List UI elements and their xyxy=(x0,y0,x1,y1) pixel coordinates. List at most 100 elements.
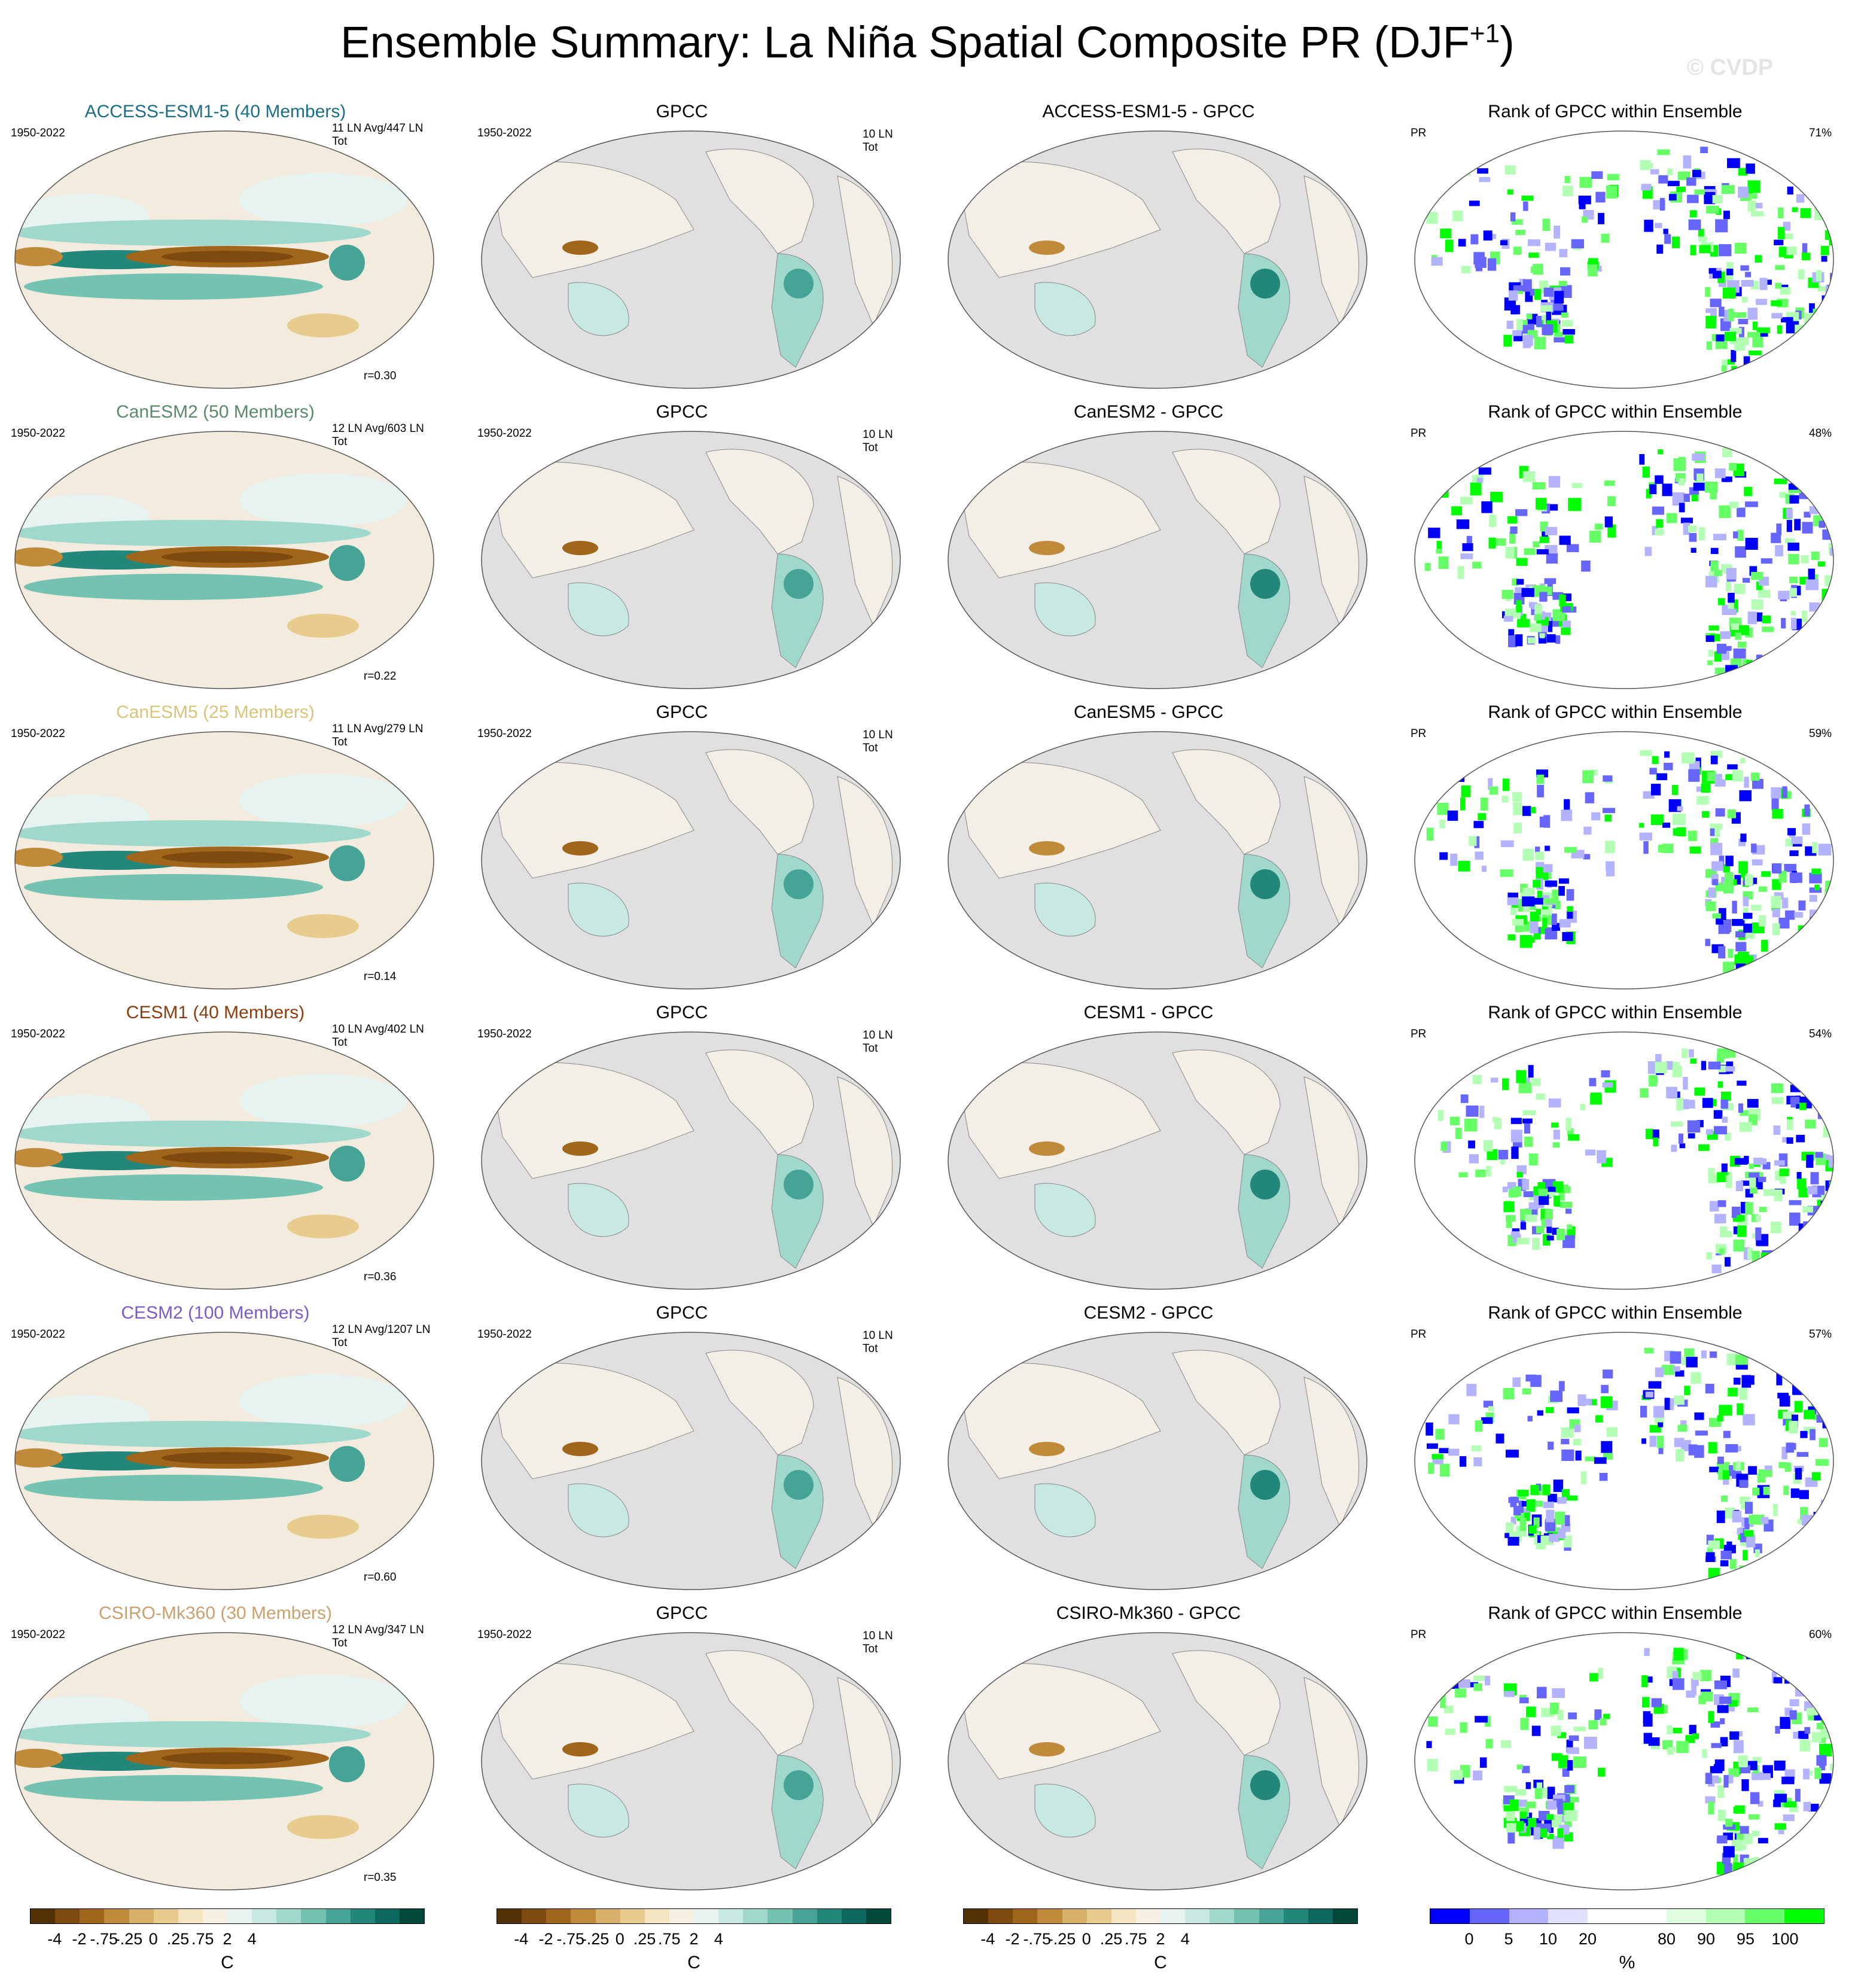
rank-panel: Rank of GPCC within Ensemble PR 48% xyxy=(1400,402,1834,701)
period-label: 1950-2022 xyxy=(477,127,532,139)
obs-panel: GPCC 1950-2022 10 LN Tot xyxy=(467,702,901,1001)
period-label: 1950-2022 xyxy=(477,1328,532,1341)
colorbar-tick-label: 2 xyxy=(1156,1930,1165,1948)
variable-label: PR xyxy=(1411,427,1427,440)
colorbar-swatches xyxy=(1430,1908,1824,1924)
colorbar-swatch xyxy=(792,1909,817,1923)
period-label: 1950-2022 xyxy=(11,427,65,440)
obs-title: GPCC xyxy=(656,102,708,121)
rank-panel: Rank of GPCC within Ensemble PR 59% xyxy=(1400,702,1834,1001)
colorbar-unit: C xyxy=(221,1953,234,1972)
diff-panel: CESM1 - GPCC xyxy=(933,1003,1367,1302)
colorbar-tick-label: .25 xyxy=(633,1930,656,1948)
obs-map xyxy=(481,1031,901,1290)
colorbar-swatch xyxy=(595,1909,620,1923)
colorbar-swatch xyxy=(1259,1909,1284,1923)
colorbar: 0 5 10 20 80 90 95 100% xyxy=(1430,1908,1824,1980)
colorbar-swatch xyxy=(1784,1909,1824,1923)
colorbar-swatch xyxy=(31,1909,56,1923)
colorbar: -4 -2 -.75 -.25 0 .25.75 2 4 C xyxy=(30,1908,425,1980)
ln-count-label: 11 LN Avg/447 LN Tot xyxy=(332,122,424,148)
period-label: 1950-2022 xyxy=(11,1028,65,1040)
model-map xyxy=(14,431,434,689)
model-map xyxy=(14,1031,434,1290)
ln-count-label: 10 LN Tot xyxy=(863,428,893,454)
colorbar-swatches xyxy=(963,1908,1358,1924)
obs-panel: GPCC 1950-2022 10 LN Tot xyxy=(467,1003,901,1302)
rank-panel: Rank of GPCC within Ensemble PR 60% xyxy=(1400,1603,1834,1902)
model-panel: CanESM5 (25 Members) 1950-2022 11 LN Avg/2… xyxy=(0,702,434,1001)
colorbar-tick-label: -4 xyxy=(980,1930,995,1948)
colorbar-swatch xyxy=(1135,1909,1160,1923)
colorbar-swatch xyxy=(1210,1909,1235,1923)
period-label: 1950-2022 xyxy=(11,127,65,139)
diff-panel: ACCESS-ESM1-5 - GPCC xyxy=(933,102,1367,401)
colorbar-swatch xyxy=(202,1909,227,1923)
diff-title: CanESM2 - GPCC xyxy=(1073,402,1224,422)
colorbar-tick-label: 2 xyxy=(223,1930,232,1948)
period-label: 1950-2022 xyxy=(477,1628,532,1641)
obs-map xyxy=(481,1332,901,1590)
colorbar-tick-label: -2 xyxy=(72,1930,87,1948)
figure-row: ACCESS-ESM1-5 (40 Members) 1950-2022 11 LN… xyxy=(0,102,1855,401)
rank-title: Rank of GPCC within Ensemble xyxy=(1488,402,1743,422)
rank-percent: 54% xyxy=(1809,1028,1832,1040)
colorbar-swatch xyxy=(80,1909,105,1923)
colorbar-unit: % xyxy=(1619,1953,1635,1972)
colorbar-tick-label: 4 xyxy=(1180,1930,1190,1948)
colorbar-tick-label: 20 xyxy=(1578,1930,1597,1948)
colorbar-swatch xyxy=(866,1909,891,1923)
model-map xyxy=(14,1632,434,1890)
colorbar-tick-label: -.75 xyxy=(90,1930,118,1948)
rank-map xyxy=(1414,1632,1834,1890)
figure-row: CESM1 (40 Members) 1950-2022 10 LN Avg/402… xyxy=(0,1003,1855,1302)
variable-label: PR xyxy=(1411,1028,1427,1040)
period-label: 1950-2022 xyxy=(477,727,532,740)
obs-map xyxy=(481,130,901,389)
pattern-correlation: r=0.35 xyxy=(364,1871,397,1884)
colorbar-tick-label: -2 xyxy=(1005,1930,1020,1948)
colorbar-tick-label: 10 xyxy=(1539,1930,1558,1948)
diff-map xyxy=(948,1632,1367,1890)
obs-title: GPCC xyxy=(656,1003,708,1022)
colorbar-swatch xyxy=(620,1909,645,1923)
period-label: 1950-2022 xyxy=(477,427,532,440)
colorbar-tick-label: -2 xyxy=(538,1930,553,1948)
model-panel: CESM2 (100 Members) 1950-2022 12 LN Avg/12… xyxy=(0,1303,434,1602)
rank-title: Rank of GPCC within Ensemble xyxy=(1488,102,1743,121)
colorbar-swatch xyxy=(571,1909,596,1923)
colorbar-swatch xyxy=(1588,1909,1627,1923)
pattern-correlation: r=0.60 xyxy=(364,1571,397,1584)
obs-map xyxy=(481,1632,901,1890)
colorbar-tick-label: .75 xyxy=(1124,1930,1147,1948)
colorbar-swatches xyxy=(497,1908,891,1924)
rank-percent: 60% xyxy=(1809,1628,1832,1641)
colorbar-swatch xyxy=(1745,1909,1785,1923)
obs-map xyxy=(481,431,901,689)
model-title: ACCESS-ESM1-5 (40 Members) xyxy=(84,102,346,121)
colorbar-swatch xyxy=(1160,1909,1186,1923)
diff-map xyxy=(948,1031,1367,1290)
pattern-correlation: r=0.22 xyxy=(364,670,397,683)
colorbar-tick-label: 0 xyxy=(1464,1930,1474,1948)
ln-count-label: 12 LN Avg/347 LN Tot xyxy=(332,1624,424,1649)
ln-count-label: 10 LN Avg/402 LN Tot xyxy=(332,1023,424,1049)
ln-count-label: 12 LN Avg/603 LN Tot xyxy=(332,422,424,448)
rank-map xyxy=(1414,1332,1834,1590)
model-map xyxy=(14,1332,434,1590)
colorbar-swatch xyxy=(767,1909,793,1923)
colorbar-swatch xyxy=(153,1909,178,1923)
colorbar-swatch xyxy=(178,1909,203,1923)
ln-count-label: 10 LN Tot xyxy=(863,128,893,154)
colorbar-swatch xyxy=(1185,1909,1210,1923)
ln-count-label: 12 LN Avg/1207 LN Tot xyxy=(332,1323,431,1349)
rank-map xyxy=(1414,431,1834,689)
colorbar-swatch xyxy=(1469,1909,1509,1923)
rank-title: Rank of GPCC within Ensemble xyxy=(1488,1603,1743,1623)
colorbar-tick-label: 95 xyxy=(1736,1930,1755,1948)
colorbar-unit: C xyxy=(1154,1953,1167,1972)
model-title: CanESM5 (25 Members) xyxy=(116,702,315,722)
rank-percent: 71% xyxy=(1809,127,1832,139)
rank-title: Rank of GPCC within Ensemble xyxy=(1488,1003,1743,1022)
colorbar-swatch xyxy=(497,1909,522,1923)
